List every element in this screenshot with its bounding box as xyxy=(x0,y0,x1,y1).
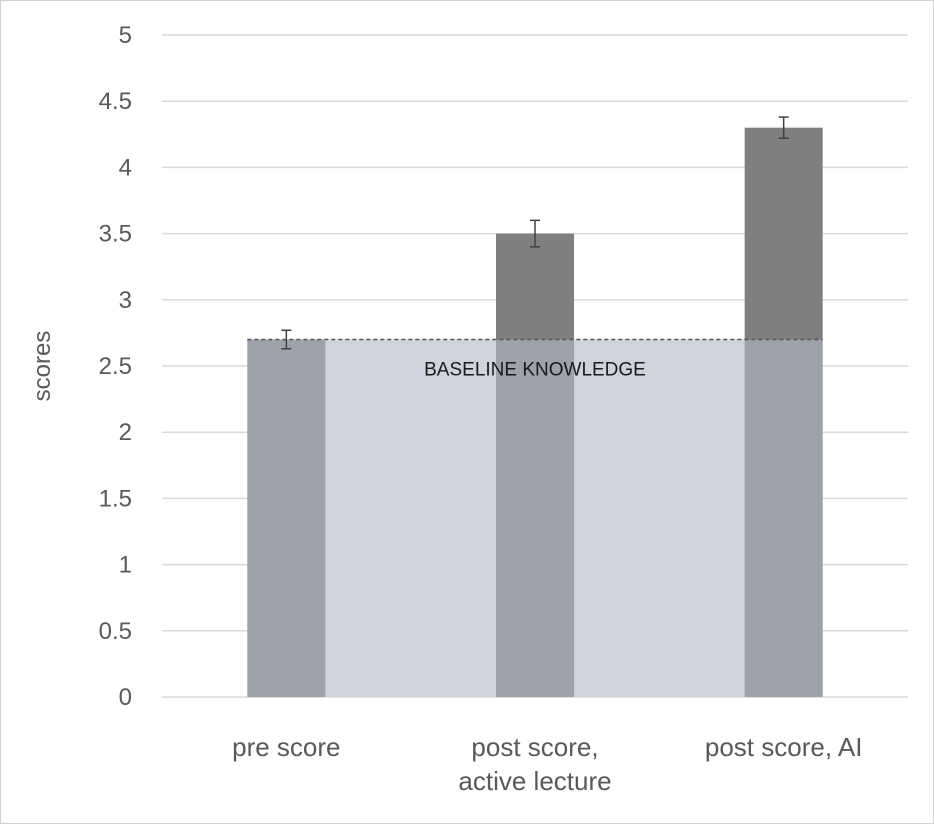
bars xyxy=(247,127,823,697)
x-category-label: post score, active lecture xyxy=(458,732,611,796)
bar-lower-segment xyxy=(247,339,326,697)
y-tick-label: 5 xyxy=(119,22,132,49)
error-bars xyxy=(281,116,789,350)
y-tick-label: 1.5 xyxy=(99,485,132,512)
bar xyxy=(744,127,823,340)
bar-lower-segment xyxy=(744,339,823,697)
x-category-label-line: active lecture xyxy=(458,766,611,796)
y-axis-label: scores xyxy=(29,331,56,402)
x-category-label: post score, AI xyxy=(705,732,863,762)
y-tick-label: 3 xyxy=(119,287,132,314)
y-tick-labels: 0 0.5 1 1.5 2 2.5 3 3.5 4 4.5 5 xyxy=(99,22,132,711)
baseline-label: BASELINE KNOWLEDGE xyxy=(424,360,646,381)
error-bar xyxy=(778,116,789,140)
y-tick-label: 3.5 xyxy=(99,221,132,248)
x-category-label-line: post score, AI xyxy=(705,732,863,762)
error-bar xyxy=(530,219,540,248)
x-category-label-line: pre score xyxy=(232,732,340,762)
y-tick-label: 0 xyxy=(119,684,132,711)
y-tick-label: 2.5 xyxy=(99,353,132,380)
bar-lower-segment xyxy=(496,339,574,697)
y-tick-label: 4.5 xyxy=(99,88,132,115)
y-tick-label: 0.5 xyxy=(99,618,132,645)
error-bar xyxy=(281,329,292,350)
x-category-label-line: post score, xyxy=(471,732,598,762)
y-tick-label: 4 xyxy=(119,154,132,181)
x-category-label: pre score xyxy=(232,732,340,762)
bar xyxy=(496,233,574,340)
y-tick-label: 2 xyxy=(119,419,132,446)
y-tick-label: 1 xyxy=(119,552,132,579)
